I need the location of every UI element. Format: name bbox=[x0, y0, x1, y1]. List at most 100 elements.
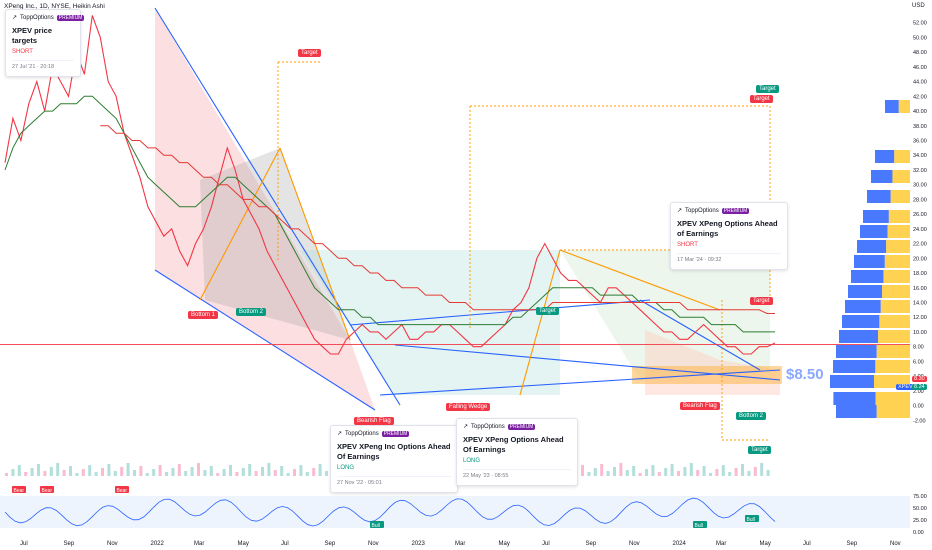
brand-icon: ↗ bbox=[12, 15, 18, 21]
signal-badge-label: Bear bbox=[42, 488, 53, 494]
time-tick-label: Sep bbox=[64, 541, 75, 547]
trend-line[interactable] bbox=[199, 147, 281, 301]
volume-bar bbox=[152, 469, 156, 476]
volume-bar bbox=[235, 472, 239, 476]
volume-profile-bar bbox=[894, 150, 910, 163]
volume-profile-bar bbox=[888, 210, 910, 223]
oscillator-line[interactable] bbox=[4, 497, 776, 527]
volume-profile-bar bbox=[863, 210, 889, 223]
card-side: SHORT bbox=[12, 49, 33, 56]
price-series-line[interactable] bbox=[4, 15, 776, 355]
volume-bar bbox=[120, 467, 124, 476]
target-tag[interactable]: Target bbox=[756, 85, 779, 93]
card-title: XPEV XPeng Options Ahead Of Earnings bbox=[463, 435, 564, 455]
volume-bar bbox=[43, 471, 47, 476]
level-price-tag: 8.30 bbox=[912, 376, 927, 382]
volume-bar bbox=[593, 468, 597, 476]
time-tick-label: Nov bbox=[629, 541, 640, 547]
time-tick-label: Nov bbox=[107, 541, 118, 547]
volume-bar bbox=[222, 469, 226, 476]
card-brand: ToppOptions bbox=[471, 424, 505, 430]
signal-badge-label: Bull bbox=[372, 523, 380, 529]
volume-profile-bar bbox=[839, 330, 879, 343]
volume-bar bbox=[709, 473, 712, 476]
volume-profile-bar bbox=[851, 270, 884, 283]
bearish-flag-tag[interactable]: Bearish Flag bbox=[354, 417, 394, 425]
volume-bar bbox=[177, 464, 181, 476]
volume-bar bbox=[229, 465, 232, 476]
volume-profile-bar bbox=[884, 255, 910, 268]
volume-profile-bar bbox=[857, 240, 887, 253]
volume-bar bbox=[203, 470, 207, 476]
volume-bar bbox=[165, 472, 168, 476]
bearish-flag-tag[interactable]: Bearish Flag bbox=[680, 402, 720, 410]
target-tag[interactable]: Target bbox=[750, 297, 773, 305]
volume-bar bbox=[657, 472, 661, 476]
volume-bar bbox=[741, 464, 744, 476]
volume-bar bbox=[190, 467, 194, 476]
card-brand: ToppOptions bbox=[345, 431, 379, 437]
price-series-line[interactable] bbox=[100, 125, 775, 314]
volume-profile-bar bbox=[867, 190, 891, 203]
volume-profile-bar bbox=[845, 300, 881, 313]
target-tag[interactable]: Target bbox=[298, 49, 321, 57]
trend-line[interactable] bbox=[559, 249, 721, 311]
idea-card-nov-22[interactable]: ↗ ToppOptions PREMIUM XPEV XPeng Inc Optio… bbox=[330, 425, 458, 493]
card-title: XPEV price targets bbox=[12, 26, 53, 46]
volume-bar bbox=[305, 472, 309, 476]
target-tag[interactable]: Target bbox=[750, 95, 773, 103]
volume-bar bbox=[133, 470, 136, 476]
volume-profile-bar bbox=[876, 405, 910, 418]
oscillator-tick-label: 50.00 bbox=[913, 506, 927, 512]
premium-badge: PREMIUM bbox=[381, 430, 410, 438]
time-tick-label: Mar bbox=[716, 541, 726, 547]
volume-profile-bar bbox=[892, 170, 910, 183]
volume-bar bbox=[625, 470, 629, 476]
bottom2-tag[interactable]: Bottom 2 bbox=[736, 412, 767, 420]
price-tick-label: 6.00 bbox=[913, 359, 924, 365]
trend-line[interactable] bbox=[154, 7, 401, 406]
idea-card-may-23[interactable]: ↗ ToppOptions PREMIUM XPEV XPeng Options A… bbox=[456, 418, 578, 486]
falling-wedge-tag[interactable]: Falling Wedge bbox=[446, 403, 491, 411]
bottom2-tag[interactable]: Bottom 2 bbox=[236, 308, 267, 316]
signal-badge bbox=[745, 515, 759, 522]
price-tick-label: 30.00 bbox=[913, 183, 927, 189]
oscillator-tick-label: 75.00 bbox=[913, 494, 927, 500]
volume-profile-bar bbox=[836, 345, 877, 358]
signal-badge-label: Bull bbox=[695, 523, 703, 529]
idea-card-price-targets[interactable]: ↗ ToppOptions PREMIUM XPEV price targets S… bbox=[5, 9, 85, 77]
bottom1-tag[interactable]: Bottom 1 bbox=[188, 311, 219, 319]
time-tick-label: Mar bbox=[455, 541, 465, 547]
volume-profile-bar bbox=[875, 392, 910, 405]
target-tag[interactable]: Target bbox=[748, 446, 771, 454]
trend-line[interactable] bbox=[154, 269, 376, 411]
price-tick-label: 24.00 bbox=[913, 227, 927, 233]
volume-profile-bar bbox=[860, 225, 888, 238]
price-tick-label: 46.00 bbox=[913, 65, 927, 71]
trend-line[interactable] bbox=[519, 249, 561, 396]
trend-line[interactable] bbox=[639, 299, 761, 371]
volume-profile-bar bbox=[878, 330, 910, 343]
volume-profile-bar bbox=[833, 392, 876, 405]
card-side: SHORT bbox=[677, 242, 698, 249]
trend-line[interactable] bbox=[379, 369, 781, 396]
volume-bar bbox=[107, 464, 111, 476]
price-tick-label: 0.00 bbox=[913, 404, 924, 410]
trend-line[interactable] bbox=[349, 299, 651, 326]
time-tick-label: May bbox=[760, 541, 771, 547]
card-title: XPEV XPeng Inc Options Ahead Of Earnings bbox=[337, 442, 451, 462]
volume-bar bbox=[267, 463, 271, 476]
volume-bar bbox=[632, 466, 636, 476]
symbol-legend[interactable]: XPeng Inc., 1D, NYSE, Heikin Ashi bbox=[4, 3, 105, 10]
volume-bar bbox=[325, 471, 328, 476]
time-tick-label: Jul bbox=[281, 541, 289, 547]
volume-bar bbox=[216, 473, 220, 476]
volume-bar bbox=[613, 467, 616, 476]
bearish-zone-shade bbox=[155, 8, 375, 410]
idea-card-mar-24[interactable]: ↗ ToppOptions PREMIUM XPEV XPeng Options A… bbox=[670, 202, 788, 270]
card-brand: ToppOptions bbox=[20, 15, 54, 21]
target-tag[interactable]: Target bbox=[536, 307, 559, 315]
card-time: 17 Mar '24 · 09:32 bbox=[677, 253, 781, 264]
card-title: XPEV XPeng Options Ahead of Earnings bbox=[677, 219, 778, 239]
